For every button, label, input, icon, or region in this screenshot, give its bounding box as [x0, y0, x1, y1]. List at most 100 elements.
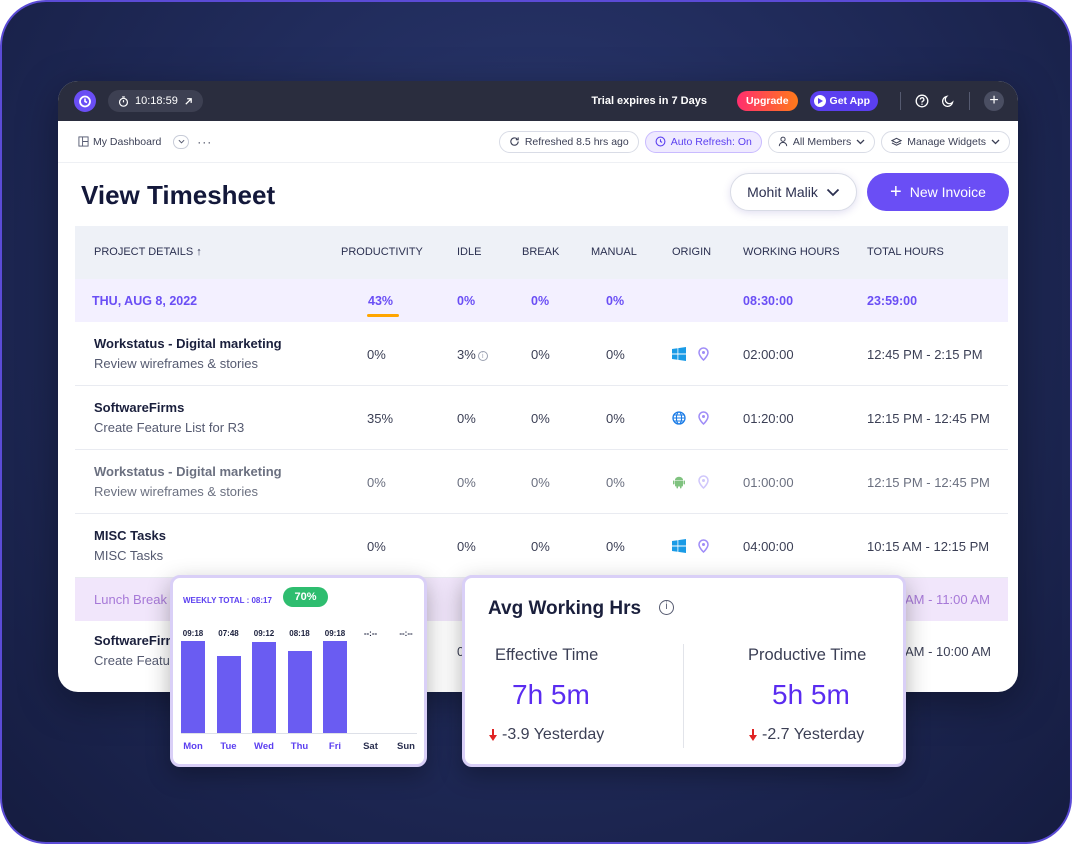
break-value: 0%	[531, 411, 550, 426]
bar-thu[interactable]	[287, 650, 312, 733]
manage-widgets-dropdown[interactable]: Manage Widgets	[881, 130, 1010, 153]
header-project[interactable]: PROJECT DETAILS ↑	[94, 246, 202, 258]
app-logo-icon[interactable]	[74, 90, 96, 112]
productivity-value: 0%	[367, 475, 386, 490]
location-icon	[698, 347, 709, 364]
table-row[interactable]: SoftwareFirms Create Feature List for R3…	[75, 386, 1008, 450]
manual-value: 0%	[606, 347, 625, 362]
effective-delta-text: -3.9 Yesterday	[502, 726, 605, 743]
effective-time-value: 7h 5m	[512, 679, 590, 710]
top-bar: 10:18:59 Trial expires in 7 Days Upgrade…	[58, 81, 1018, 121]
day-label: Fri	[328, 741, 342, 752]
header-total-hours: TOTAL HOURS	[867, 246, 944, 258]
bar-tue[interactable]	[216, 655, 241, 733]
dashboard-label: My Dashboard	[93, 135, 162, 148]
productive-time-delta: -2.7 Yesterday	[749, 726, 864, 744]
sub-bar: My Dashboard ··· Refreshed 8.5 hrs ago A…	[58, 121, 1018, 163]
chart-baseline	[181, 733, 417, 734]
table-row[interactable]: SoftwareFirm Create Featu 0 AM - 10:00 A…	[75, 621, 1008, 685]
idle-value: 0%	[457, 475, 476, 490]
info-icon[interactable]: i	[659, 600, 674, 615]
plus-icon: +	[890, 181, 902, 203]
table-row[interactable]: Workstatus - Digital marketing Review wi…	[75, 322, 1008, 386]
bar-value-label: 07:48	[218, 629, 239, 638]
info-icon[interactable]: i	[477, 351, 488, 361]
arrow-down-icon	[749, 729, 757, 741]
total-hours-value: 10:15 AM - 12:15 PM	[867, 539, 990, 554]
date-total: 23:59:00	[867, 294, 918, 308]
members-dropdown[interactable]: All Members	[767, 130, 876, 153]
chevron-down-icon	[856, 139, 865, 144]
title-row: View Timesheet Mohit Malik + New Invoice	[58, 163, 1018, 225]
header-working-hours: WORKING HOURS	[743, 246, 840, 258]
break-value: 0%	[531, 475, 550, 490]
add-icon[interactable]: +	[984, 91, 1004, 111]
total-hours-value: AM - 10:00 AM	[905, 644, 991, 659]
working-hours-value: 01:00:00	[743, 475, 794, 490]
date-break: 0%	[531, 294, 550, 308]
productivity-value: 0%	[367, 539, 386, 554]
globe-icon	[672, 411, 686, 428]
project-name: MISC Tasks	[94, 528, 167, 543]
auto-refresh-toggle[interactable]: Auto Refresh: On	[644, 130, 762, 153]
timer-value: 10:18:59	[135, 95, 178, 107]
table-row[interactable]: MISC Tasks MISC Tasks 0% 0% 0% 0% 04:00:…	[75, 514, 1008, 578]
get-app-button[interactable]: Get App	[809, 91, 878, 111]
productive-time-value: 5h 5m	[772, 679, 850, 710]
member-select[interactable]: Mohit Malik	[730, 173, 857, 211]
project-name: Workstatus - Digital marketing	[94, 336, 282, 351]
day-label: Thu	[290, 741, 309, 752]
date-idle: 0%	[457, 294, 476, 308]
task-name: MISC Tasks	[94, 548, 164, 563]
date-productivity: 43%	[367, 294, 399, 317]
timer-pill[interactable]: 10:18:59	[108, 90, 203, 112]
bar-value-label: 08:18	[289, 629, 310, 638]
clock-icon	[655, 136, 666, 147]
dashboard-selector[interactable]: My Dashboard	[78, 136, 161, 148]
bar-value-label: --:--	[363, 629, 378, 638]
date-label: THU, AUG 8, 2022	[92, 294, 198, 308]
new-invoice-button[interactable]: + New Invoice	[867, 173, 1009, 211]
idle-value: 0%	[457, 539, 476, 554]
day-label: Sun	[397, 741, 415, 752]
divider	[900, 92, 901, 110]
android-icon	[672, 475, 686, 492]
location-icon	[698, 539, 709, 556]
bar-value-label: --:--	[399, 629, 413, 638]
more-icon[interactable]: ···	[197, 134, 213, 149]
header-productivity: PRODUCTIVITY	[341, 246, 423, 258]
productivity-value: 35%	[367, 411, 394, 426]
location-icon	[698, 411, 709, 428]
table-row-deleted[interactable]: Workstatus - Digital marketing Review wi…	[75, 450, 1008, 514]
date-summary-row: THU, AUG 8, 2022 43% 0% 0% 0% 08:30:00 2…	[75, 279, 1008, 322]
auto-refresh-label: Auto Refresh: On	[670, 135, 752, 148]
chevron-down-icon	[991, 139, 1000, 144]
working-hours-value: 01:20:00	[743, 411, 794, 426]
idle-value: 0%	[457, 411, 476, 426]
task-name: Create Feature List for R3	[94, 420, 245, 435]
layers-icon	[891, 137, 903, 146]
refresh-status-chip[interactable]: Refreshed 8.5 hrs ago	[498, 130, 639, 153]
header-idle: IDLE	[457, 246, 482, 258]
bar-wed[interactable]	[252, 641, 276, 733]
bar-fri[interactable]	[323, 641, 347, 733]
external-arrow-icon	[185, 97, 192, 105]
avg-title: Avg Working Hrs	[488, 598, 642, 619]
idle-cell: 3% i	[457, 347, 488, 362]
task-name: Review wireframes & stories	[94, 356, 258, 371]
day-label: Sat	[363, 741, 378, 752]
help-icon[interactable]	[913, 92, 931, 110]
total-hours-value: 12:15 PM - 12:45 PM	[867, 411, 990, 426]
bar-value-label: 09:12	[253, 629, 275, 638]
bar-mon[interactable]	[181, 641, 205, 733]
idle-value: 3%	[457, 347, 476, 362]
table-header: PROJECT DETAILS ↑ PRODUCTIVITY IDLE BREA…	[75, 226, 1008, 279]
manual-value: 0%	[606, 475, 625, 490]
dashboard-icon	[78, 136, 89, 147]
upgrade-button[interactable]: Upgrade	[736, 91, 798, 111]
location-icon	[698, 475, 709, 492]
play-icon	[813, 95, 826, 107]
moon-icon[interactable]	[939, 92, 957, 110]
trial-notice: Trial expires in 7 Days	[591, 95, 707, 107]
chevron-down-icon[interactable]	[173, 134, 190, 149]
